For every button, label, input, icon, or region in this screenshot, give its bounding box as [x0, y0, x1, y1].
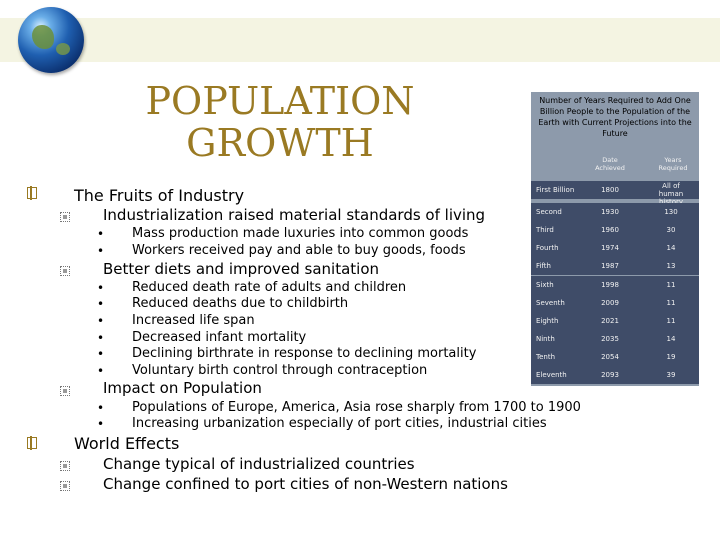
row-year: 2093: [601, 371, 619, 379]
list-item: Decreased infant mortality: [132, 330, 307, 345]
row-year: 1998: [601, 281, 619, 289]
table-row: Sixth 1998 11: [531, 276, 699, 294]
table-row: Fourth 1974 14: [531, 239, 699, 257]
level1-bullet-icon: [27, 186, 37, 200]
list-item: Mass production made luxuries into commo…: [132, 226, 469, 241]
list-item: Change typical of industrialized countri…: [103, 455, 415, 473]
table-row: First Billion 1800 All of human history: [531, 181, 699, 206]
row-years: 11: [666, 281, 676, 289]
row-billion: First Billion: [536, 186, 575, 194]
row-billion: Fourth: [536, 244, 559, 252]
header-band: [0, 18, 720, 62]
row-billion: Ninth: [536, 335, 555, 343]
table-row: Eleventh 2093 39: [531, 366, 699, 384]
row-billion: Second: [536, 208, 562, 216]
row-years: 130: [664, 208, 678, 216]
level2-bullet-icon: [60, 212, 70, 222]
bullet-dot-icon: •: [97, 314, 105, 328]
section-heading-world-effects: World Effects: [74, 434, 180, 453]
bullet-dot-icon: •: [97, 331, 105, 345]
table-row: Fifth 1987 13: [531, 257, 699, 275]
row-billion: Eighth: [536, 317, 559, 325]
row-year: 2021: [601, 317, 619, 325]
title-line-2: GROWTH: [186, 121, 374, 165]
table-row: Seventh 2009 11: [531, 294, 699, 312]
row-billion: Tenth: [536, 353, 556, 361]
row-years: 14: [666, 244, 676, 252]
list-item: Reduced death rate of adults and childre…: [132, 280, 407, 295]
level2-bullet-icon: [60, 481, 70, 491]
slide-title: POPULATION GROWTH: [120, 80, 440, 164]
bullet-dot-icon: •: [97, 281, 105, 295]
subheading-diets: Better diets and improved sanitation: [103, 260, 380, 278]
row-year: 1987: [601, 262, 619, 270]
list-item: Declining birthrate in response to decli…: [132, 346, 477, 361]
list-item: Workers received pay and able to buy goo…: [132, 243, 466, 258]
bullet-dot-icon: •: [97, 297, 105, 311]
bullet-dot-icon: •: [97, 417, 105, 431]
subheading-industrialization: Industrialization raised material standa…: [103, 206, 486, 224]
row-billion: Sixth: [536, 281, 554, 289]
list-item: Increasing urbanization especially of po…: [132, 416, 547, 431]
row-billion: Fifth: [536, 262, 551, 270]
row-year: 1800: [601, 186, 619, 194]
list-item: Increased life span: [132, 313, 255, 328]
row-years: 11: [666, 299, 676, 307]
bullet-dot-icon: •: [97, 347, 105, 361]
bullet-dot-icon: •: [97, 244, 105, 258]
table-row: Second 1930 130: [531, 203, 699, 221]
row-year: 1960: [601, 226, 619, 234]
row-years: 39: [666, 371, 676, 379]
column-header-years: Years Required: [658, 156, 688, 172]
bullet-dot-icon: •: [97, 364, 105, 378]
list-item: Populations of Europe, America, Asia ros…: [132, 400, 581, 415]
bullet-dot-icon: •: [97, 227, 105, 241]
bullet-dot-icon: •: [97, 401, 105, 415]
section-heading-fruits: The Fruits of Industry: [74, 186, 245, 205]
list-item: Voluntary birth control through contrace…: [132, 363, 428, 378]
title-line-1: POPULATION: [145, 79, 415, 123]
level1-bullet-icon: [27, 436, 37, 450]
row-year: 1930: [601, 208, 619, 216]
globe-icon: [18, 7, 84, 73]
column-header-date: Date Achieved: [595, 156, 625, 172]
table-row: Ninth 2035 14: [531, 330, 699, 348]
row-years: 11: [666, 317, 676, 325]
table-row: Tenth 2054 19: [531, 348, 699, 366]
row-year: 2054: [601, 353, 619, 361]
row-years: All of human history: [658, 182, 684, 206]
row-years: 19: [666, 353, 676, 361]
list-item: Change confined to port cities of non-We…: [103, 475, 508, 493]
row-year: 2035: [601, 335, 619, 343]
row-billion: Third: [536, 226, 554, 234]
level2-bullet-icon: [60, 461, 70, 471]
row-years: 13: [666, 262, 676, 270]
level2-bullet-icon: [60, 386, 70, 396]
list-item: Reduced deaths due to childbirth: [132, 296, 349, 311]
row-years: 14: [666, 335, 676, 343]
table-heading: Number of Years Required to Add One Bill…: [538, 96, 692, 138]
row-billion: Eleventh: [536, 371, 567, 379]
population-table-image: Number of Years Required to Add One Bill…: [531, 92, 699, 386]
level2-bullet-icon: [60, 266, 70, 276]
subheading-impact: Impact on Population: [103, 379, 262, 397]
row-year: 1974: [601, 244, 619, 252]
table-row: Third 1960 30: [531, 221, 699, 239]
row-year: 2009: [601, 299, 619, 307]
row-years: 30: [666, 226, 676, 234]
row-billion: Seventh: [536, 299, 565, 307]
table-row: Eighth 2021 11: [531, 312, 699, 330]
